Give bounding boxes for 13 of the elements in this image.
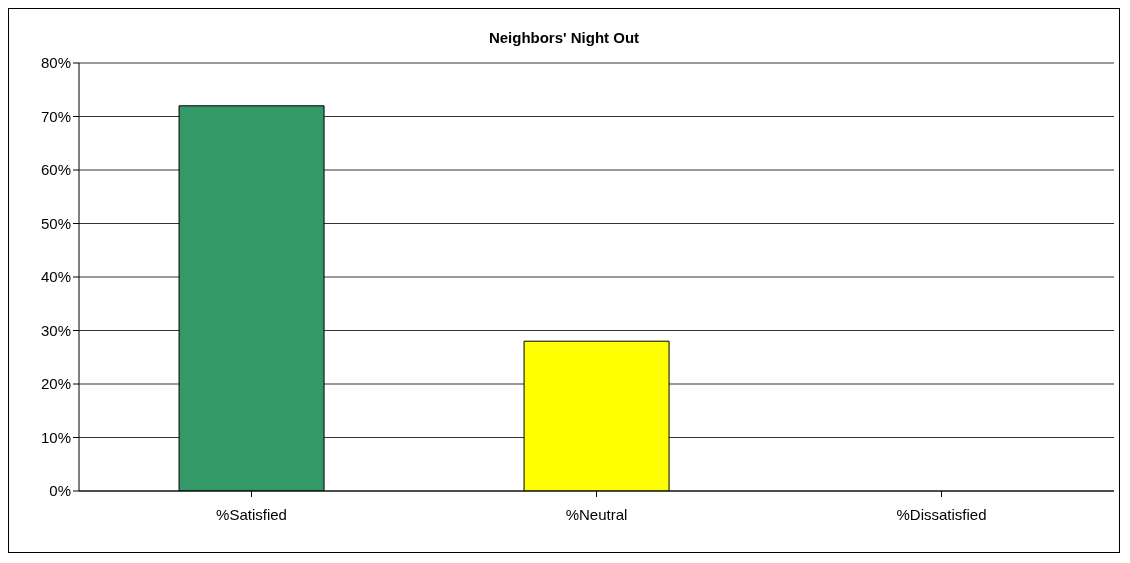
y-tick-label: 60% [40, 161, 71, 179]
y-tick-label: 70% [40, 107, 71, 125]
x-tick-label: %Neutral [565, 505, 628, 523]
y-tick-label: 10% [40, 428, 71, 446]
y-tick-label: 80% [40, 54, 71, 72]
chart-title: Neighbors' Night Out [487, 28, 641, 48]
y-tick-label: 20% [40, 375, 71, 393]
y-tick-label: 30% [40, 321, 71, 339]
y-tick-label: 0% [49, 482, 71, 500]
x-tick-label: %Dissatisfied [896, 505, 987, 523]
y-tick-label: 40% [40, 268, 71, 286]
x-tick-label: %Satisfied [216, 505, 287, 523]
y-tick-label: 50% [40, 214, 71, 232]
